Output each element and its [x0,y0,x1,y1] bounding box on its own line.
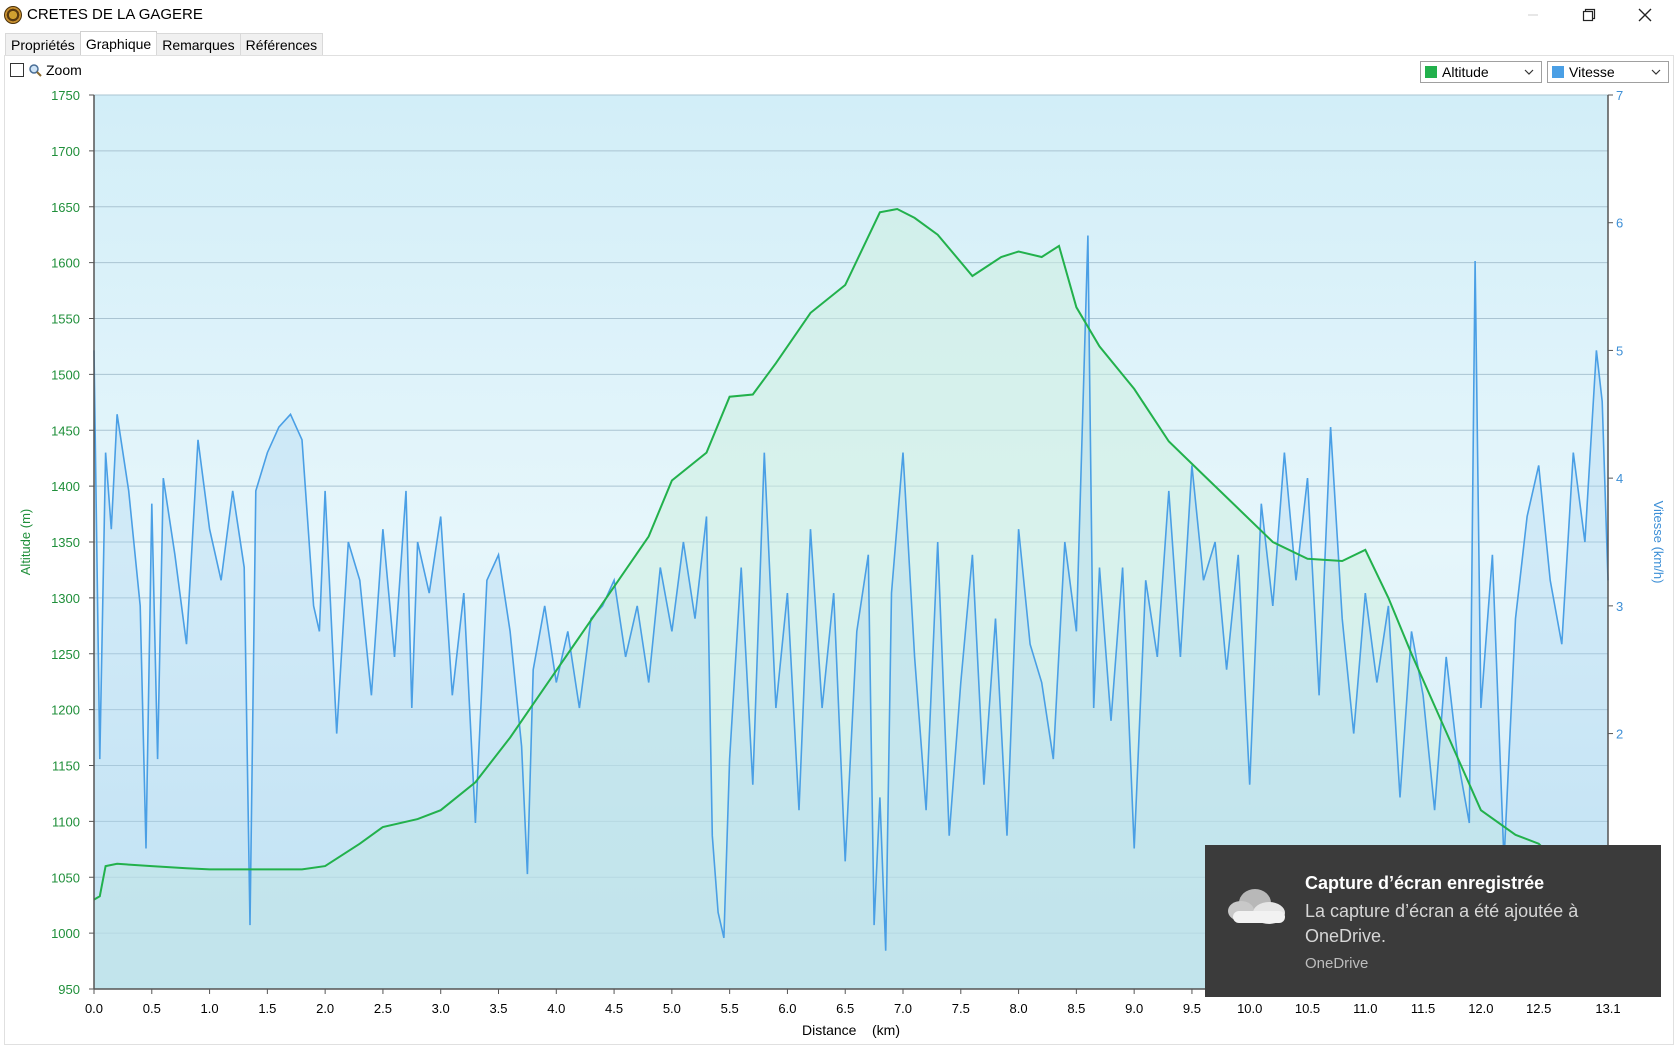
x-tick-label: 4.5 [605,1001,623,1016]
right-tick-label: 6 [1616,216,1623,231]
left-tick-label: 1450 [51,423,80,438]
x-tick-label: 9.5 [1183,1001,1201,1016]
tab-remarques[interactable]: Remarques [156,33,241,55]
x-tick-label: 8.5 [1067,1001,1085,1016]
vitesse-select-value: Vitesse [1569,64,1615,80]
vitesse-series-select[interactable]: Vitesse [1547,61,1669,83]
altitude-area [94,209,1608,989]
zoom-control: Zoom [10,62,82,78]
x-tick-label: 11.5 [1411,1001,1435,1016]
x-tick-label: 8.0 [1010,1001,1028,1016]
restore-button[interactable] [1566,0,1612,30]
right-tick-label: 3 [1616,599,1623,614]
chevron-down-icon [1524,69,1534,75]
altitude-select-value: Altitude [1442,64,1489,80]
x-tick-label: 0.0 [85,1001,103,1016]
right-tick-label: 5 [1616,343,1623,358]
x-tick-label: 10.5 [1295,1001,1320,1016]
left-tick-label: 1350 [51,535,80,550]
vitesse-area [94,235,1608,989]
vitesse-series-line [93,235,1609,951]
restore-icon [1582,8,1596,22]
x-tick-label: 5.5 [721,1001,739,1016]
window-title: CRETES DE LA GAGERE [27,6,203,23]
x-tick-label: 2.0 [316,1001,334,1016]
left-tick-label: 1200 [51,703,80,718]
left-tick-label: 1150 [52,759,80,774]
left-tick-label: 1550 [51,312,80,327]
x-tick-label: 1.0 [201,1001,219,1016]
altitude-color-swatch [1425,66,1437,78]
left-tick-label: 1650 [51,200,80,215]
chevron-down-icon [1651,69,1661,75]
x-tick-label: 6.5 [836,1001,854,1016]
close-icon [1638,8,1652,22]
toast-source: OneDrive [1305,955,1369,972]
right-axis-label: Vitesse (km/h) [1651,501,1666,584]
x-tick-label: 12.5 [1526,1001,1551,1016]
minimize-icon [1528,14,1538,16]
left-tick-label: 1500 [51,367,80,382]
close-button[interactable] [1622,0,1668,30]
toast-title: Capture d’écran enregistrée [1305,873,1545,893]
x-tick-label: 1.5 [258,1001,276,1016]
left-tick-label: 1400 [51,479,80,494]
x-tick-label: 4.0 [547,1001,565,1016]
right-tick-label: 4 [1616,471,1623,486]
x-tick-label: 13.1 [1595,1001,1620,1016]
tab-strip: Propriétés Graphique Remarques Référence… [5,31,324,56]
left-tick-label: 1750 [51,88,80,103]
tick-labels: 950 1000 1050 1100 1150 1200 1250 1300 1350 1400 1… [51,88,1623,1016]
elevation-speed-chart[interactable]: 950 1000 1050 1100 1150 1200 1250 1300 1350 1400 1… [0,84,1680,1044]
left-tick-label: 1300 [51,591,80,606]
left-tick-label: 1050 [51,870,80,885]
notification-toast[interactable]: Capture d’écran enregistrée La capture d… [1205,845,1661,997]
x-tick-label: 5.0 [663,1001,681,1016]
minimize-button[interactable] [1510,0,1556,30]
x-tick-label: 12.0 [1468,1001,1493,1016]
magnifier-icon [29,64,42,77]
left-tick-label: 1100 [52,814,80,829]
left-tick-label: 1700 [51,144,80,159]
x-tick-label: 11.0 [1353,1001,1377,1016]
right-tick-label: 7 [1616,88,1623,103]
tab-graphique[interactable]: Graphique [79,31,158,55]
x-tick-label: 10.0 [1237,1001,1262,1016]
altitude-series-line [93,207,1609,923]
zoom-label: Zoom [46,62,82,78]
altitude-series-select[interactable]: Altitude [1420,61,1542,83]
toast-message: La capture d’écran a été ajoutée à OneDr… [1305,901,1579,946]
tab-references[interactable]: Références [239,33,324,55]
onedrive-cloud-icon [1228,889,1285,924]
x-tick-label: 0.5 [143,1001,161,1016]
left-tick-label: 1250 [51,647,80,662]
x-tick-label: 7.5 [952,1001,970,1016]
app-logo-icon [4,6,22,24]
left-tick-label: 1600 [51,256,80,271]
x-tick-label: 3.0 [432,1001,450,1016]
x-tick-label: 7.0 [894,1001,912,1016]
x-tick-label: 9.0 [1125,1001,1143,1016]
left-tick-label: 1000 [51,926,80,941]
left-tick-label: 950 [58,982,80,997]
title-bar: CRETES DE LA GAGERE [0,0,1680,30]
x-axis-label: Distance (km) [802,1022,900,1038]
vitesse-color-swatch [1552,66,1564,78]
left-axis-label: Altitude (m) [18,509,33,575]
x-tick-label: 2.5 [374,1001,392,1016]
zoom-checkbox[interactable] [10,63,24,77]
tab-proprietes[interactable]: Propriétés [5,33,81,55]
x-tick-label: 6.0 [778,1001,796,1016]
x-tick-label: 3.5 [489,1001,507,1016]
right-tick-label: 2 [1616,727,1623,742]
